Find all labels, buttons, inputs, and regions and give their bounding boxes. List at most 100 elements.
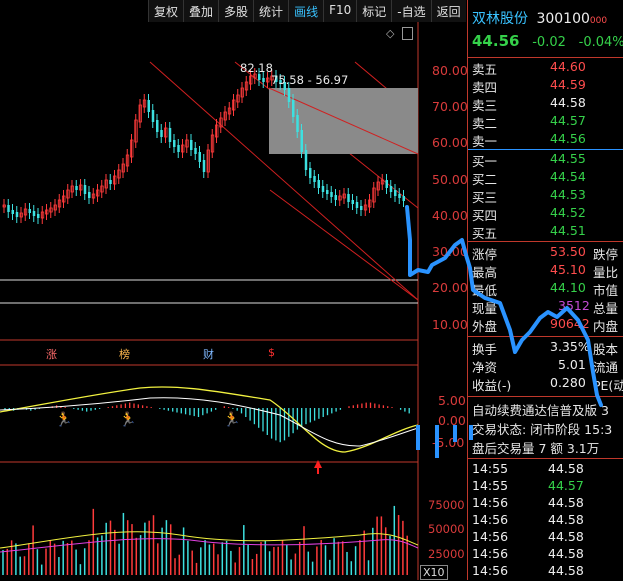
candle-body xyxy=(96,189,100,197)
tick-row: 14:55 44.57 xyxy=(472,478,584,496)
macd-dif-line xyxy=(0,386,419,453)
candle-body xyxy=(363,204,368,211)
bid-price: 44.55 xyxy=(550,151,586,166)
fund-value: 0.280 xyxy=(550,375,586,390)
candle-body xyxy=(49,207,53,213)
marker-finance[interactable]: 财 xyxy=(203,348,214,361)
fund-label: 净资 xyxy=(472,360,498,375)
last-price: 44.56 xyxy=(472,32,520,50)
candle-body xyxy=(304,150,308,170)
toolbar-multistock-button[interactable]: 多股 xyxy=(218,0,254,22)
marker-ranking[interactable]: 榜 xyxy=(119,348,130,361)
candle-body xyxy=(321,186,325,192)
tick-time: 14:56 xyxy=(472,495,509,510)
candle-body xyxy=(394,190,397,196)
candle-body xyxy=(372,187,376,203)
candle-body xyxy=(283,82,286,90)
candle-body xyxy=(19,212,23,218)
toolbar-f10-button[interactable]: F10 xyxy=(323,0,357,22)
tick-price: 44.58 xyxy=(548,512,584,527)
candle-body xyxy=(11,210,14,214)
candle-body xyxy=(296,115,299,132)
candle-body xyxy=(368,199,372,208)
candle-body xyxy=(266,77,270,83)
candle-body xyxy=(142,99,147,108)
stat-row: 现量 3512 总量 xyxy=(472,298,618,316)
candle-body xyxy=(236,94,240,103)
candle-body xyxy=(244,81,249,91)
ask-row[interactable]: 卖四 44.59 xyxy=(472,77,586,95)
ask-row[interactable]: 卖五 44.60 xyxy=(472,59,586,77)
candle-body xyxy=(309,168,312,178)
candle-body xyxy=(62,195,66,203)
diamond-icon[interactable]: ◇ xyxy=(386,27,395,40)
price-line: 44.56 -0.02 -0.04% xyxy=(472,32,623,50)
scroll-icon[interactable] xyxy=(402,27,413,40)
info-line-1[interactable]: 自动续费通达信普及版 3 xyxy=(472,403,609,418)
marker-dollar[interactable]: $ xyxy=(268,346,275,359)
toolbar-back-button[interactable]: 返回 xyxy=(430,0,466,22)
toolbar-overlay-button[interactable]: 叠加 xyxy=(183,0,219,22)
ask-row[interactable]: 卖三 44.58 xyxy=(472,95,586,113)
stat-label-2: 跌停 xyxy=(593,247,619,262)
ask-price: 44.60 xyxy=(550,59,586,74)
toolbar-draw-button[interactable]: 画线 xyxy=(288,0,324,22)
bid-row[interactable]: 买五 44.51 xyxy=(472,223,586,241)
bid-row[interactable]: 买四 44.52 xyxy=(472,205,586,223)
candle-body xyxy=(262,78,265,82)
tick-price: 44.58 xyxy=(548,546,584,561)
candle-body xyxy=(240,87,244,98)
candle-body xyxy=(177,145,180,152)
stock-name: 双林股份 xyxy=(472,11,528,27)
candle-body xyxy=(79,184,83,191)
ask-row[interactable]: 卖一 44.56 xyxy=(472,131,586,149)
marker-limit-up[interactable]: 涨 xyxy=(46,348,57,361)
candle-body xyxy=(232,99,236,111)
stat-label: 涨停 xyxy=(472,247,498,262)
candle-body xyxy=(45,209,49,215)
candle-body xyxy=(287,88,291,102)
candle-body xyxy=(249,75,253,85)
ask-price: 44.59 xyxy=(550,77,586,92)
bid-row[interactable]: 买三 44.53 xyxy=(472,187,586,205)
tick-row: 14:55 44.58 xyxy=(472,461,584,479)
candle-body xyxy=(206,149,210,173)
candle-body xyxy=(156,120,159,132)
tick-price: 44.58 xyxy=(548,529,584,544)
candle-body xyxy=(215,124,219,138)
toolbar-watchlist-button[interactable]: -自选 xyxy=(391,0,431,22)
ask-row[interactable]: 卖二 44.57 xyxy=(472,113,586,131)
stat-value: 44.10 xyxy=(550,280,586,295)
quote-panel: 双林股份 300100000 44.56 -0.02 -0.04% 卖五 44.6… xyxy=(467,0,623,580)
candle-body xyxy=(342,193,346,199)
candle-body xyxy=(338,195,342,201)
toolbar-stats-button[interactable]: 统计 xyxy=(253,0,289,22)
volume-ma-line xyxy=(0,538,419,553)
candle-body xyxy=(202,160,206,172)
chart-area[interactable]: 🏃 🏃 🏃 xyxy=(0,0,467,580)
price-axis-40: 40.00 xyxy=(432,208,468,223)
candle-body xyxy=(279,80,282,84)
price-axis-80: 80.00 xyxy=(432,63,468,78)
peak-price-label: 82.18 xyxy=(240,61,273,75)
fund-label-2: 流通 xyxy=(593,360,619,375)
bid-row[interactable]: 买二 44.54 xyxy=(472,169,586,187)
candle-body xyxy=(300,130,303,152)
candle-body xyxy=(198,152,201,162)
bid-row[interactable]: 买一 44.55 xyxy=(472,151,586,169)
candle-body xyxy=(28,209,31,213)
tick-time: 14:56 xyxy=(472,563,509,578)
candle-body xyxy=(190,140,193,150)
candle-body xyxy=(360,206,363,210)
toolbar-fuquan-button[interactable]: 复权 xyxy=(148,0,184,22)
toolbar-mark-button[interactable]: 标记 xyxy=(356,0,392,22)
candle-body xyxy=(292,100,295,117)
candle-body xyxy=(32,211,36,216)
fund-row: 换手 3.35% 股本 xyxy=(472,339,618,357)
kline-chart[interactable]: 🏃 🏃 🏃 xyxy=(0,0,467,580)
candle-body xyxy=(210,134,215,153)
candle-body xyxy=(147,100,150,112)
info-line-3: 盘后交易量 7 额 3.1万 xyxy=(472,441,600,456)
stat-label-2: 市值 xyxy=(593,283,619,298)
candle-body xyxy=(219,117,223,128)
